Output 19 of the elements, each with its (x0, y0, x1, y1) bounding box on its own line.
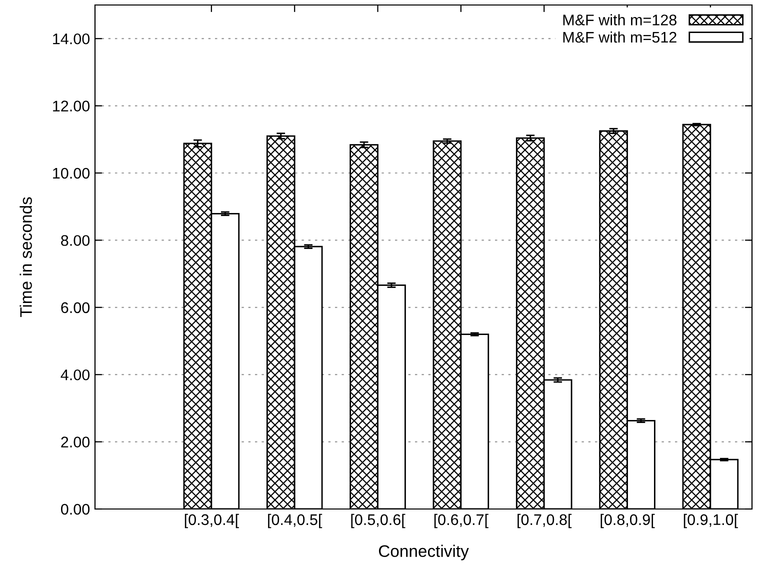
y-tick-label: 10.00 (53, 168, 90, 179)
y-tick-label: 8.00 (61, 235, 90, 246)
y-tick-label: 0.00 (61, 504, 90, 515)
y-tick-label: 14.00 (53, 33, 90, 44)
x-tick-label: [0.6,0.7[ (434, 514, 488, 528)
x-axis-title: Connectivity (378, 544, 469, 560)
y-tick-label: 6.00 (61, 302, 90, 314)
x-tick-label: [0.5,0.6[ (351, 514, 406, 528)
x-tick-label: [0.7,0.8[ (518, 514, 572, 528)
x-tick-label: [0.9,1.0[ (684, 514, 738, 528)
legend-label: M&F with m=512 (563, 31, 676, 43)
y-axis-title: Time in seconds (20, 197, 32, 317)
x-tick-label: [0.8,0.9[ (600, 514, 655, 528)
x-tick-label: [0.3,0.4[ (184, 514, 239, 528)
y-tick-label: 12.00 (53, 100, 90, 112)
y-tick-label: 2.00 (61, 436, 90, 448)
x-tick-label: [0.4,0.5[ (268, 514, 322, 528)
legend-label: M&F with m=128 (563, 14, 676, 26)
y-tick-label: 4.00 (60, 369, 90, 380)
